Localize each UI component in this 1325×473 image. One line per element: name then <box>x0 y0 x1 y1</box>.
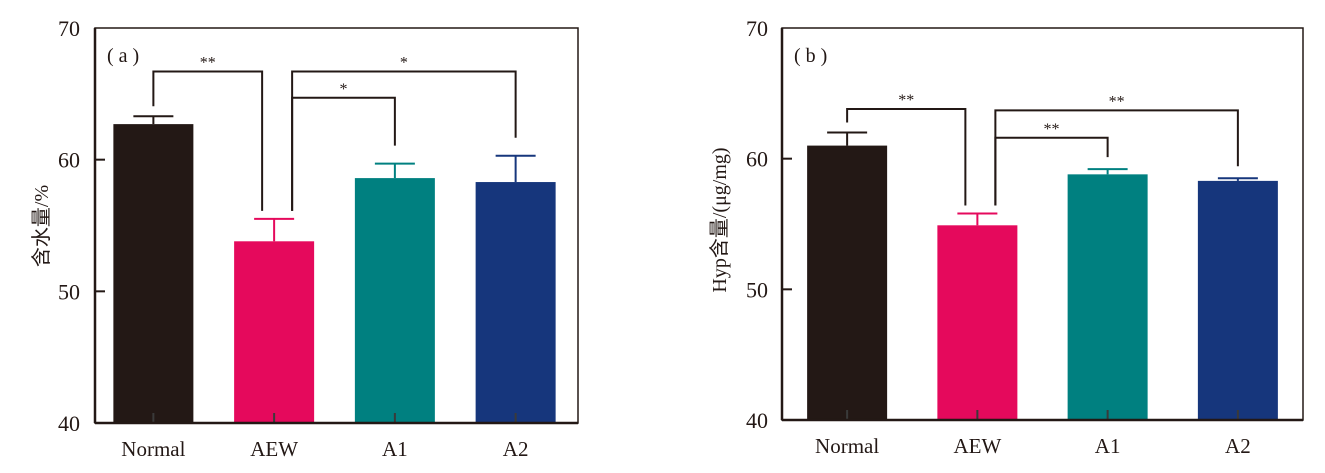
x-tick-label: AEW <box>250 437 298 461</box>
chart-panel-b: Normal AEW A1 A2 40 50 60 70 Hyp含量/(μg/mg) ( b ) *… <box>708 16 1304 458</box>
bar-a1 <box>354 178 435 423</box>
y-tick-label: 40 <box>58 411 80 436</box>
y-tick-label: 70 <box>58 16 80 41</box>
significance-bracket <box>152 70 264 211</box>
bar-a2 <box>475 182 556 423</box>
x-tick-label: A1 <box>1095 434 1121 458</box>
y-axis-title: Hyp含量/(μg/mg) <box>708 147 731 292</box>
y-tick-label: 60 <box>58 148 80 173</box>
x-tick-label: A2 <box>503 437 529 461</box>
bar-normal <box>807 145 888 420</box>
x-tick-label: Normal <box>815 434 879 458</box>
significance-bracket <box>846 108 967 206</box>
y-tick-label: 60 <box>746 147 768 172</box>
x-tick-label: A1 <box>382 437 408 461</box>
x-tick-label: A2 <box>1225 434 1251 458</box>
y-tick-label: 40 <box>746 408 768 433</box>
y-tick-label: 50 <box>58 279 80 304</box>
bar-aew <box>234 241 315 423</box>
bar-a2 <box>1197 180 1278 420</box>
significance-label: ** <box>200 54 216 71</box>
x-tick-label: Normal <box>121 437 185 461</box>
bar-aew <box>937 225 1018 420</box>
y-tick-label: 50 <box>746 277 768 302</box>
significance-label: ** <box>1044 121 1060 138</box>
significance-label: ** <box>1109 93 1125 110</box>
y-axis-title: 含水量/% <box>30 185 53 267</box>
panel-label: ( b ) <box>794 45 827 67</box>
significance-bracket <box>291 96 396 211</box>
significance-bracket <box>994 136 1109 206</box>
bar-a1 <box>1067 174 1148 420</box>
y-tick-label: 70 <box>746 16 768 41</box>
bar-normal <box>113 124 194 423</box>
significance-label: * <box>400 54 408 71</box>
significance-label: * <box>340 81 348 98</box>
significance-label: ** <box>898 92 914 109</box>
x-tick-label: AEW <box>953 434 1001 458</box>
panel-label: ( a ) <box>107 45 139 67</box>
